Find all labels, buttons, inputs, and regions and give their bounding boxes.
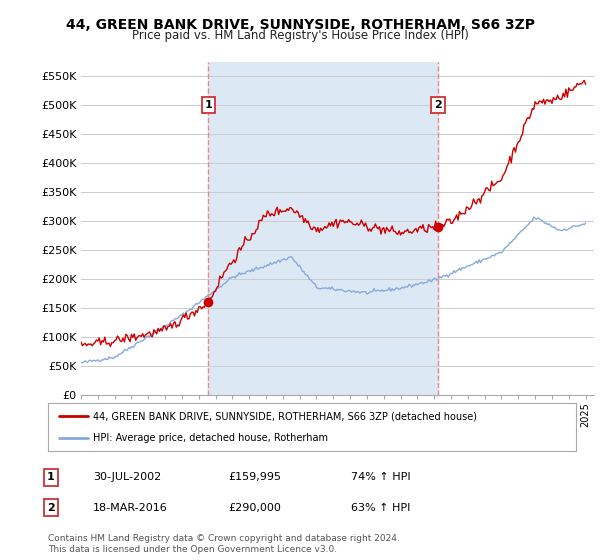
Text: 18-MAR-2016: 18-MAR-2016: [93, 503, 168, 513]
Text: 2: 2: [434, 100, 442, 110]
Text: 44, GREEN BANK DRIVE, SUNNYSIDE, ROTHERHAM, S66 3ZP: 44, GREEN BANK DRIVE, SUNNYSIDE, ROTHERH…: [65, 18, 535, 32]
Text: Price paid vs. HM Land Registry's House Price Index (HPI): Price paid vs. HM Land Registry's House …: [131, 29, 469, 42]
Text: 44, GREEN BANK DRIVE, SUNNYSIDE, ROTHERHAM, S66 3ZP (detached house): 44, GREEN BANK DRIVE, SUNNYSIDE, ROTHERH…: [93, 411, 477, 421]
Bar: [208, 62, 438, 395]
Text: 63% ↑ HPI: 63% ↑ HPI: [351, 503, 410, 513]
Text: £159,995: £159,995: [228, 472, 281, 482]
Text: Contains HM Land Registry data © Crown copyright and database right 2024.: Contains HM Land Registry data © Crown c…: [48, 534, 400, 543]
Text: 74% ↑ HPI: 74% ↑ HPI: [351, 472, 410, 482]
Text: 2: 2: [47, 503, 55, 513]
Text: This data is licensed under the Open Government Licence v3.0.: This data is licensed under the Open Gov…: [48, 545, 337, 554]
Text: 1: 1: [47, 472, 55, 482]
Text: 1: 1: [205, 100, 212, 110]
Text: £290,000: £290,000: [228, 503, 281, 513]
Text: 30-JUL-2002: 30-JUL-2002: [93, 472, 161, 482]
Text: HPI: Average price, detached house, Rotherham: HPI: Average price, detached house, Roth…: [93, 433, 328, 443]
